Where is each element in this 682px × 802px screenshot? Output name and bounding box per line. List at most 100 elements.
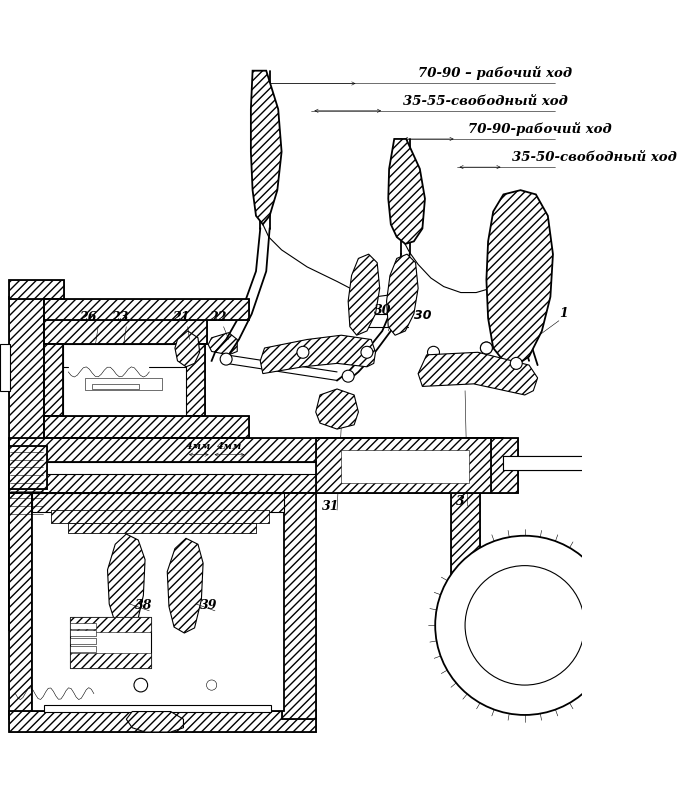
Bar bbox=[68, 523, 256, 533]
Text: 23: 23 bbox=[110, 310, 128, 323]
Bar bbox=[186, 344, 205, 417]
Text: 30: 30 bbox=[414, 309, 431, 322]
Bar bbox=[68, 523, 256, 533]
Text: 1: 1 bbox=[559, 306, 567, 319]
Bar bbox=[512, 602, 580, 649]
Bar bbox=[282, 493, 316, 719]
Text: 70-90 – рабочий ход: 70-90 – рабочий ход bbox=[418, 66, 572, 80]
Text: 26: 26 bbox=[79, 310, 97, 323]
Bar bbox=[282, 493, 316, 719]
Bar bbox=[44, 417, 249, 438]
Bar bbox=[44, 299, 249, 321]
Bar bbox=[316, 438, 490, 493]
Text: 4мм: 4мм bbox=[186, 442, 211, 451]
Text: 35-55-свободный ход: 35-55-свободный ход bbox=[403, 95, 567, 107]
Bar bbox=[70, 646, 95, 652]
Bar bbox=[503, 457, 606, 471]
Bar bbox=[33, 493, 284, 512]
Circle shape bbox=[361, 347, 373, 358]
Polygon shape bbox=[261, 336, 376, 375]
Circle shape bbox=[480, 342, 492, 354]
Circle shape bbox=[207, 680, 217, 691]
Polygon shape bbox=[167, 539, 203, 634]
Text: 4мм: 4мм bbox=[217, 442, 242, 451]
Bar bbox=[70, 623, 95, 629]
Bar bbox=[503, 457, 606, 471]
Bar bbox=[597, 445, 621, 480]
Polygon shape bbox=[388, 140, 425, 245]
Polygon shape bbox=[316, 390, 359, 430]
Circle shape bbox=[480, 342, 492, 354]
Circle shape bbox=[428, 347, 439, 358]
Circle shape bbox=[465, 566, 584, 685]
Bar bbox=[9, 447, 47, 489]
Bar bbox=[9, 447, 47, 489]
Bar bbox=[44, 705, 271, 711]
Text: 21: 21 bbox=[172, 310, 190, 323]
Text: 3: 3 bbox=[456, 495, 465, 508]
Bar bbox=[503, 457, 606, 471]
Bar bbox=[70, 617, 151, 668]
Circle shape bbox=[435, 536, 614, 715]
Text: 31: 31 bbox=[323, 499, 340, 512]
Bar bbox=[70, 630, 95, 637]
Bar bbox=[33, 493, 284, 512]
Bar bbox=[70, 638, 95, 644]
Bar bbox=[597, 445, 621, 480]
Bar bbox=[9, 475, 503, 493]
Bar bbox=[0, 344, 10, 391]
Polygon shape bbox=[486, 191, 553, 366]
Circle shape bbox=[510, 358, 522, 370]
Circle shape bbox=[220, 354, 232, 366]
Text: 38: 38 bbox=[134, 597, 152, 611]
Polygon shape bbox=[208, 334, 237, 355]
Text: 35-50-свободный ход: 35-50-свободный ход bbox=[512, 151, 677, 164]
Bar bbox=[9, 281, 64, 299]
Bar bbox=[9, 493, 33, 719]
Polygon shape bbox=[108, 534, 145, 631]
Bar bbox=[63, 344, 186, 417]
Bar bbox=[9, 438, 503, 462]
Bar bbox=[512, 602, 580, 649]
Bar bbox=[44, 344, 63, 417]
Bar bbox=[44, 344, 63, 417]
Text: 30: 30 bbox=[374, 304, 391, 317]
Polygon shape bbox=[348, 255, 380, 336]
Text: 22: 22 bbox=[209, 310, 226, 323]
Bar bbox=[70, 653, 151, 668]
Bar bbox=[316, 438, 490, 493]
Bar bbox=[186, 344, 205, 417]
Bar bbox=[85, 379, 162, 391]
Circle shape bbox=[297, 347, 309, 358]
Bar bbox=[488, 438, 518, 493]
Bar bbox=[44, 462, 496, 475]
Bar bbox=[9, 493, 33, 719]
Bar bbox=[9, 711, 316, 732]
Polygon shape bbox=[251, 71, 282, 225]
Bar bbox=[44, 318, 207, 344]
Bar bbox=[9, 298, 44, 630]
Bar bbox=[9, 711, 316, 732]
Polygon shape bbox=[418, 353, 537, 395]
Bar bbox=[451, 493, 480, 664]
Text: 39: 39 bbox=[201, 597, 218, 611]
Polygon shape bbox=[175, 331, 200, 367]
Circle shape bbox=[342, 371, 354, 383]
Bar bbox=[51, 511, 269, 523]
Bar bbox=[44, 318, 207, 344]
Bar bbox=[9, 281, 64, 299]
Bar bbox=[451, 493, 480, 664]
Bar bbox=[488, 438, 518, 493]
Bar bbox=[9, 438, 503, 462]
Circle shape bbox=[134, 678, 147, 692]
Bar bbox=[44, 417, 249, 438]
Bar bbox=[33, 493, 284, 711]
Bar bbox=[9, 475, 503, 493]
Text: 70-90-рабочий ход: 70-90-рабочий ход bbox=[468, 122, 611, 136]
Bar bbox=[51, 511, 269, 523]
Bar bbox=[92, 384, 139, 390]
Bar bbox=[44, 299, 249, 321]
Bar bbox=[70, 617, 151, 633]
Bar bbox=[9, 298, 44, 630]
Polygon shape bbox=[126, 711, 183, 732]
